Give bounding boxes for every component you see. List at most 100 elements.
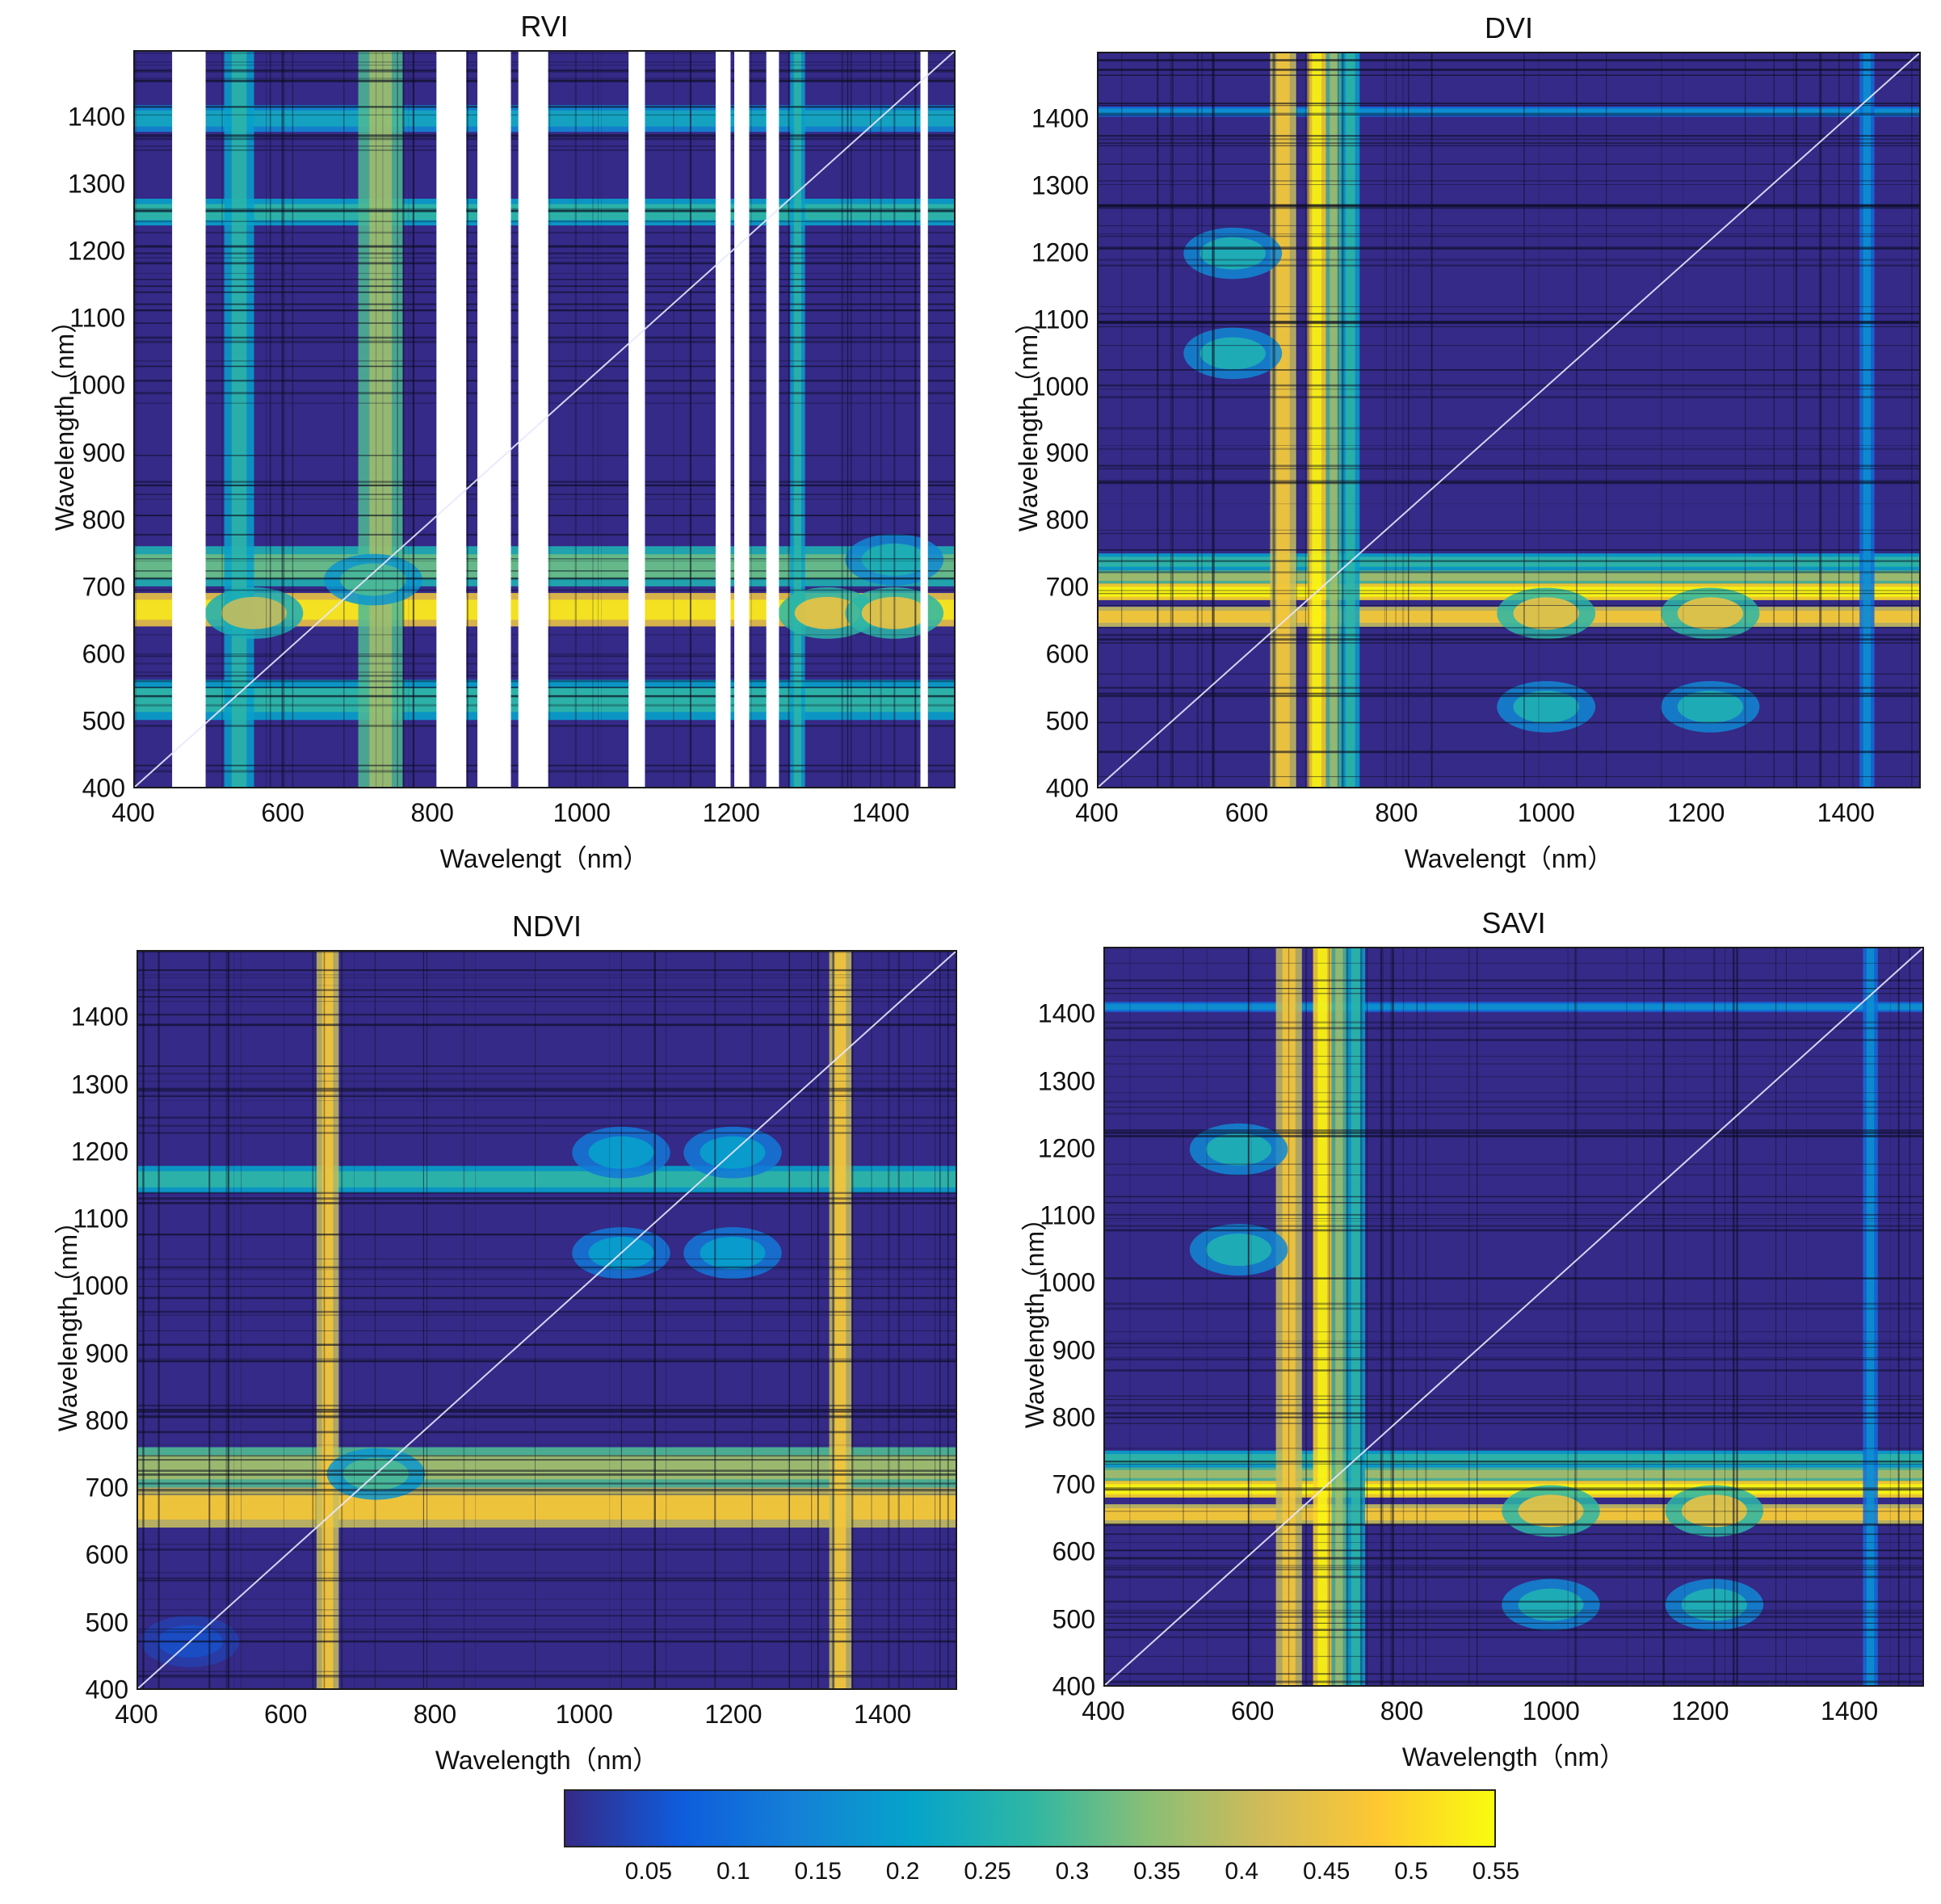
y-tick-label: 1300 — [1037, 1066, 1095, 1096]
heatmap-spot-inner — [340, 563, 406, 596]
heatmap-spot-inner — [1199, 337, 1266, 370]
heatmap-spot-inner — [1681, 1494, 1747, 1528]
diagonal-line — [135, 52, 954, 787]
heatmap-band-x-core — [321, 952, 334, 1688]
heatmap-spot-inner — [861, 596, 927, 629]
diagonal-line — [138, 952, 956, 1688]
x-tick-label: 800 — [410, 798, 454, 827]
blank-band — [920, 52, 928, 787]
x-axis-label: Wavelength（nm） — [1401, 1742, 1626, 1772]
chart-title: NDVI — [511, 910, 582, 943]
heatmap-spot-inner — [1199, 237, 1266, 270]
x-tick-label: 1000 — [555, 1700, 613, 1729]
y-tick-label: 1200 — [1037, 1133, 1095, 1163]
heatmap-band-x-core — [1345, 53, 1355, 787]
heatmap-canvas — [135, 52, 954, 787]
heatmap-spot-inner — [1206, 1133, 1272, 1166]
diagonal-line — [1099, 53, 1919, 787]
y-tick-label: 900 — [1052, 1335, 1095, 1365]
colorbar-tick-label: 0.55 — [1472, 1858, 1520, 1885]
y-tick-label: 800 — [85, 1406, 128, 1435]
y-tick-label: 1300 — [1031, 170, 1089, 200]
blank-band — [436, 52, 467, 787]
x-tick-label: 400 — [1075, 798, 1119, 827]
heatmap-spot-inner — [1518, 1494, 1584, 1528]
y-tick-label: 1100 — [1033, 305, 1089, 334]
y-tick-label: 500 — [1045, 706, 1089, 736]
heatmap-band-x-core — [1330, 53, 1338, 787]
y-tick-label: 600 — [82, 639, 125, 669]
colorbar — [564, 1789, 1496, 1847]
y-tick-label: 1100 — [73, 1204, 128, 1234]
x-tick-label: 600 — [1231, 1696, 1275, 1725]
y-tick-label: 1100 — [1040, 1200, 1095, 1230]
y-tick-label: 900 — [1045, 438, 1089, 468]
blank-band — [628, 52, 645, 787]
colorbar-tick-label: 0.2 — [885, 1858, 920, 1885]
blank-band — [716, 52, 731, 787]
y-tick-label: 1100 — [69, 303, 125, 333]
x-axis-label: Wavelengt（nm） — [1404, 844, 1614, 873]
y-tick-label: 600 — [1045, 639, 1089, 669]
y-tick-label: 900 — [82, 438, 125, 468]
heatmap-band-x-core — [1351, 948, 1361, 1685]
y-tick-label: 400 — [85, 1675, 128, 1704]
y-tick-label: 1000 — [1037, 1267, 1095, 1297]
y-tick-label: 700 — [1045, 572, 1089, 602]
y-tick-label: 1400 — [67, 102, 125, 132]
heatmap-band-x-core — [834, 952, 847, 1688]
x-tick-label: 400 — [115, 1700, 158, 1729]
heatmap-spot-inner — [794, 596, 860, 629]
x-tick-label: 1000 — [1517, 798, 1575, 827]
heatmap-canvas — [1105, 948, 1922, 1685]
x-tick-label: 400 — [1082, 1696, 1125, 1725]
colorbar-tick-label: 0.1 — [716, 1858, 750, 1885]
y-axis-label: Wavelength（nm） — [1014, 308, 1043, 532]
x-tick-label: 600 — [261, 798, 305, 827]
x-tick-label: 1400 — [851, 798, 910, 827]
y-tick-label: 400 — [1045, 773, 1089, 803]
y-axis-label: Wavelength（nm） — [53, 1208, 82, 1432]
heatmap-band-x-core — [1312, 53, 1321, 787]
y-tick-label: 800 — [1052, 1402, 1095, 1432]
heatmap-band-x-core — [1863, 53, 1871, 787]
heatmap-band-y-core — [1105, 1003, 1922, 1011]
diagonal-line — [1105, 948, 1922, 1685]
x-tick-label: 800 — [1375, 798, 1418, 827]
x-tick-label: 800 — [413, 1700, 457, 1729]
colorbar-tick-label: 0.4 — [1225, 1858, 1259, 1885]
x-tick-label: 1400 — [1821, 1696, 1879, 1725]
heatmap-band-x-core — [793, 52, 802, 787]
x-tick-label: 600 — [1225, 798, 1269, 827]
blank-band — [766, 52, 779, 787]
x-tick-label: 1400 — [854, 1700, 912, 1729]
y-tick-label: 1200 — [70, 1137, 128, 1166]
colorbar-tick-label: 0.25 — [964, 1858, 1011, 1885]
colorbar-tick-label: 0.3 — [1055, 1858, 1090, 1885]
y-tick-label: 600 — [1052, 1536, 1095, 1566]
y-tick-label: 1400 — [1037, 998, 1095, 1028]
heatmap-band-x-core — [1276, 53, 1290, 787]
y-tick-label: 1400 — [70, 1002, 128, 1032]
x-tick-label: 1200 — [1671, 1696, 1729, 1725]
x-tick-label: 1200 — [702, 798, 760, 827]
chart-title: SAVI — [1481, 906, 1546, 939]
colorbar-tick-label: 0.05 — [624, 1858, 673, 1885]
blank-band — [172, 52, 206, 787]
x-tick-label: 1000 — [1522, 1696, 1580, 1725]
heatmap-band-y-core — [1105, 1453, 1922, 1465]
chart-title: RVI — [520, 10, 569, 43]
blank-band — [734, 52, 750, 787]
y-tick-label: 900 — [85, 1339, 128, 1368]
colorbar-tick-label: 0.35 — [1133, 1858, 1181, 1885]
x-tick-label: 400 — [111, 798, 155, 827]
y-tick-label: 400 — [1052, 1671, 1095, 1701]
colorbar-tick-label: 0.45 — [1302, 1858, 1351, 1885]
y-tick-label: 600 — [85, 1540, 128, 1570]
y-tick-label: 800 — [82, 505, 125, 535]
y-tick-label: 500 — [1052, 1604, 1095, 1634]
heatmap-plot-area — [1097, 52, 1921, 788]
heatmap-spot-inner — [221, 596, 288, 629]
heatmap-spot-inner — [700, 1237, 766, 1270]
heatmap-spot-inner — [1206, 1234, 1272, 1267]
